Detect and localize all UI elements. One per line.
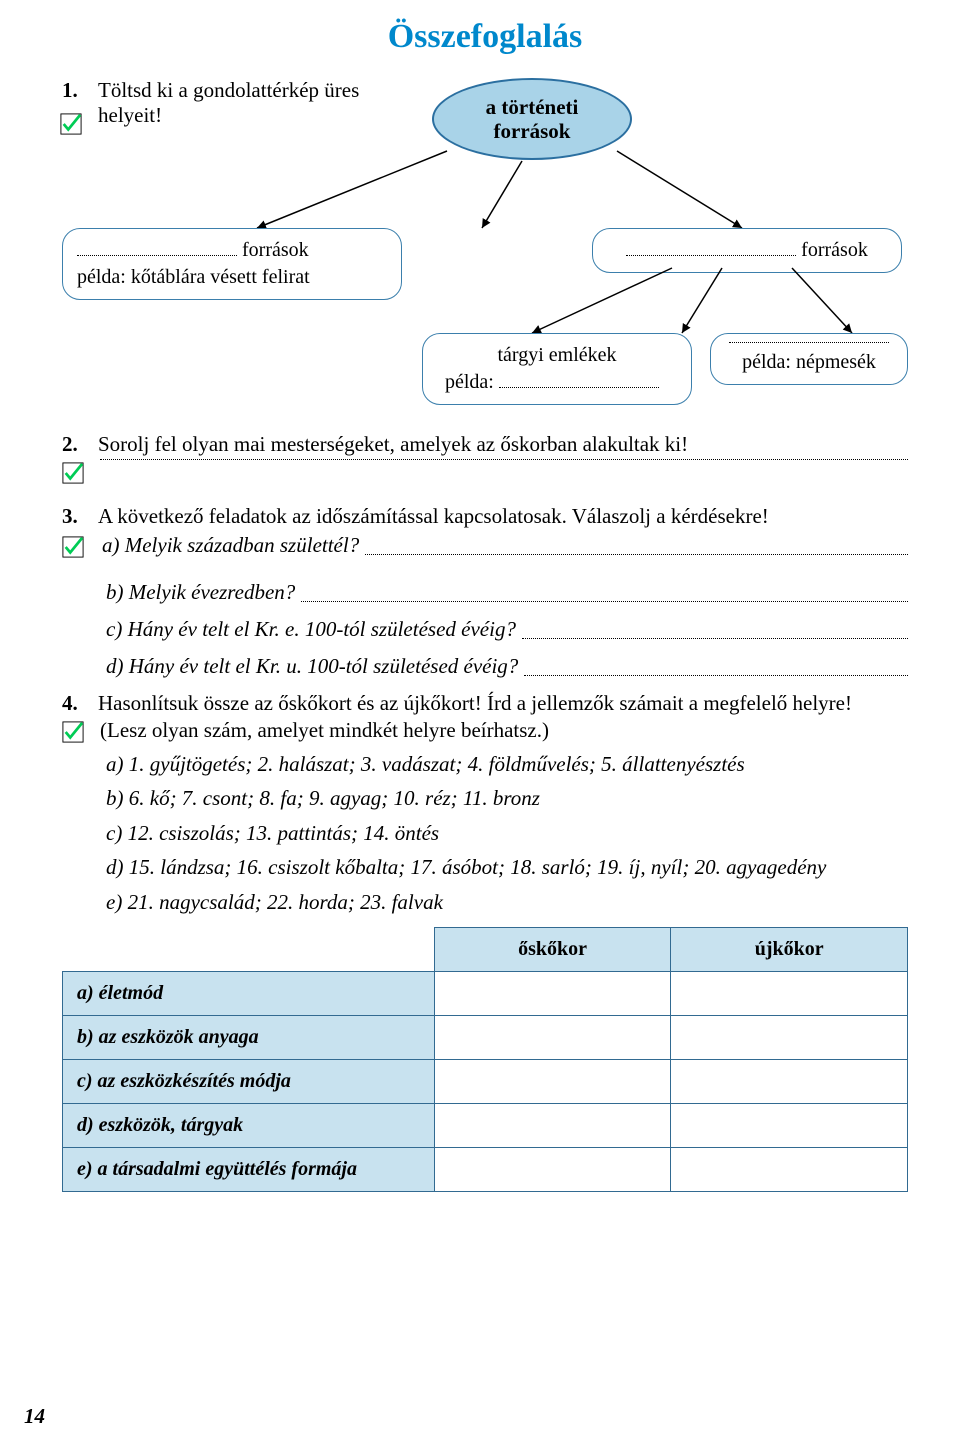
- left-node-suffix: források: [237, 239, 309, 261]
- bottom-right-node: példa: népmesék: [710, 333, 908, 385]
- cell-answer[interactable]: [671, 1016, 908, 1060]
- cell-answer[interactable]: [671, 1060, 908, 1104]
- table-row: c) az eszközkészítés módja: [63, 1060, 908, 1104]
- q4-list-b: b) 6. kő; 7. csont; 8. fa; 9. agyag; 10.…: [106, 783, 908, 813]
- answer-line[interactable]: [365, 533, 908, 555]
- q3-number: 3.: [62, 504, 88, 529]
- table-row: b) az eszközök anyaga: [63, 1016, 908, 1060]
- left-node-example: példa: kőtáblára vésett felirat: [77, 266, 310, 288]
- checkmark-icon: [62, 536, 84, 558]
- q3-item-d: d) Hány év telt el Kr. u. 100-tól szület…: [106, 654, 908, 679]
- answer-line[interactable]: [301, 580, 908, 602]
- q3-item-b: b) Melyik évezredben?: [106, 580, 908, 605]
- q4-list-d: d) 15. lándzsa; 16. csiszolt kőbalta; 17…: [106, 852, 908, 882]
- table-row: a) életmód: [63, 972, 908, 1016]
- right-node-suffix: források: [796, 239, 868, 261]
- col-oskokor: őskőkor: [434, 928, 671, 972]
- page-number: 14: [24, 1404, 45, 1429]
- question-4: 4. Hasonlítsuk össze az őskőkort és az ú…: [62, 691, 908, 716]
- question-3: 3. A következő feladatok az időszámításs…: [62, 504, 908, 529]
- row-e-label: e) a társadalmi együttélés formája: [63, 1148, 435, 1192]
- cell-answer[interactable]: [671, 1104, 908, 1148]
- row-d-label: d) eszközök, tárgyak: [63, 1104, 435, 1148]
- table-header-row: őskőkor újkőkor: [63, 928, 908, 972]
- q4-list-e: e) 21. nagycsalád; 22. horda; 23. falvak: [106, 887, 908, 917]
- q4-list-c: c) 12. csiszolás; 13. pattintás; 14. önt…: [106, 818, 908, 848]
- bottom-left-label: tárgyi emlékek: [497, 344, 616, 366]
- checkmark-icon: [62, 462, 84, 484]
- blank-field[interactable]: [77, 255, 237, 256]
- answer-line[interactable]: [522, 617, 908, 639]
- question-2: 2. Sorolj fel olyan mai mesterségeket, a…: [62, 432, 908, 457]
- cell-answer[interactable]: [671, 1148, 908, 1192]
- bottom-left-example-prefix: példa:: [445, 371, 499, 393]
- blank-field[interactable]: [729, 342, 889, 343]
- q4-lists: a) 1. gyűjtögetés; 2. halászat; 3. vadás…: [106, 749, 908, 917]
- table-row: d) eszközök, tárgyak: [63, 1104, 908, 1148]
- q4-text-line1: Hasonlítsuk össze az őskőkort és az újkő…: [98, 691, 908, 716]
- cell-answer[interactable]: [434, 972, 671, 1016]
- table-row: e) a társadalmi együttélés formája: [63, 1148, 908, 1192]
- cell-answer[interactable]: [434, 1104, 671, 1148]
- q3-text: A következő feladatok az időszámítással …: [98, 504, 908, 529]
- cell-answer[interactable]: [434, 1060, 671, 1104]
- row-b-label: b) az eszközök anyaga: [63, 1016, 435, 1060]
- col-ujkokor: újkőkor: [671, 928, 908, 972]
- cell-answer[interactable]: [434, 1016, 671, 1060]
- left-node: források példa: kőtáblára vésett felirat: [62, 228, 402, 300]
- concept-map-diagram: a történeti források források példa: kőt…: [62, 78, 908, 418]
- comparison-table: őskőkor újkőkor a) életmód b) az eszközö…: [62, 927, 908, 1192]
- blank-field[interactable]: [626, 255, 796, 256]
- q2-text: Sorolj fel olyan mai mesterségeket, amel…: [98, 432, 908, 457]
- cell-answer[interactable]: [671, 972, 908, 1016]
- blank-field[interactable]: [499, 387, 659, 388]
- row-a-label: a) életmód: [63, 972, 435, 1016]
- answer-line[interactable]: [524, 654, 908, 676]
- bottom-left-node: tárgyi emlékek példa:: [422, 333, 692, 405]
- checkmark-icon: [62, 721, 84, 743]
- worksheet-page: Összefoglalás 1. Töltsd ki a gondolattér…: [0, 0, 960, 1445]
- row-c-label: c) az eszközkészítés módja: [63, 1060, 435, 1104]
- q4-text-line2: (Lesz olyan szám, amelyet mindkét helyre…: [100, 718, 908, 743]
- answer-line[interactable]: [100, 459, 908, 460]
- cell-answer[interactable]: [434, 1148, 671, 1192]
- page-title: Összefoglalás: [62, 18, 908, 56]
- q2-number: 2.: [62, 432, 88, 457]
- bottom-right-example: példa: népmesék: [742, 351, 876, 373]
- q3-item-a: a) Melyik században születtél?: [102, 533, 908, 558]
- q4-number: 4.: [62, 691, 88, 716]
- q3-item-c: c) Hány év telt el Kr. e. 100-tól szület…: [106, 617, 908, 642]
- q4-list-a: a) 1. gyűjtögetés; 2. halászat; 3. vadás…: [106, 749, 908, 779]
